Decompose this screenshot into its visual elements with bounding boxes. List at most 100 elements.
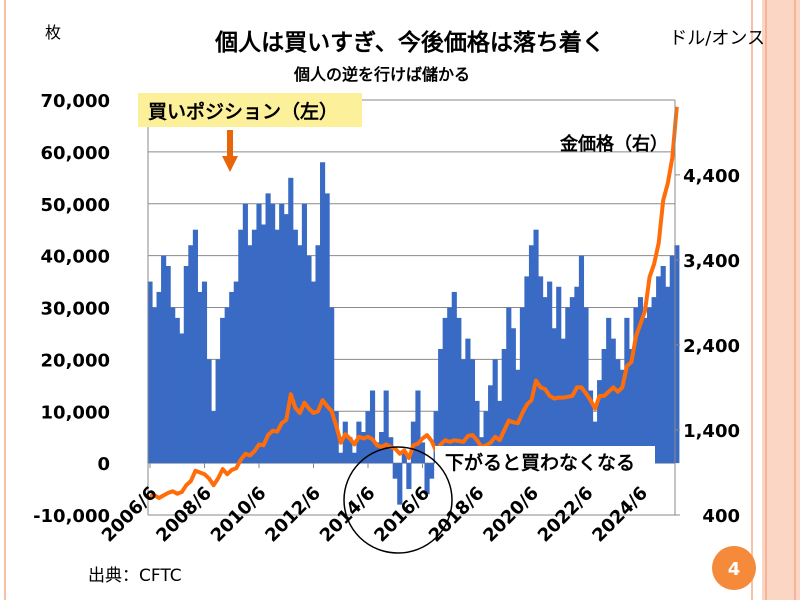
position-bar (360, 432, 367, 464)
position-bar (179, 333, 185, 464)
position-bar (401, 452, 407, 464)
position-bar (256, 203, 262, 464)
position-bar (220, 317, 226, 464)
position-bar (624, 317, 630, 464)
position-bar (438, 349, 444, 464)
position-bar (619, 369, 625, 464)
position-bar (279, 203, 285, 464)
y-left-unit: 枚 (45, 23, 61, 42)
position-bar (469, 359, 476, 464)
position-bar (301, 203, 307, 464)
position-bar (320, 162, 326, 464)
position-bar (519, 307, 525, 464)
position-bar (633, 307, 639, 464)
highlight-circle (343, 446, 453, 554)
position-bar (569, 297, 575, 464)
position-bar (647, 307, 653, 464)
position-bar (551, 328, 557, 464)
position-bar (270, 203, 276, 464)
y-left-tick-label: 70,000 (41, 91, 110, 112)
position-bar (465, 338, 471, 464)
gold-price-line (149, 106, 679, 500)
position-bar (229, 291, 235, 464)
position-bars (147, 162, 680, 505)
y-left-tick-labels: -10,000 0 10,000 20,000 30,000 40,000 50,000 60… (33, 91, 110, 527)
position-bar (251, 229, 258, 464)
position-bar (601, 349, 607, 464)
position-bar (333, 411, 339, 464)
page-number: 4 (728, 559, 741, 580)
position-bar (406, 463, 412, 490)
axes (147, 100, 680, 516)
position-bar (147, 281, 153, 464)
position-bar (637, 297, 644, 464)
position-bar (161, 255, 167, 464)
position-bar (356, 421, 362, 464)
position-bar (429, 463, 435, 479)
gold-label: 金価格（右） (559, 133, 668, 155)
y-right-tick-label: 2,400 (683, 336, 740, 357)
position-bar (610, 338, 616, 464)
y-right-tick-label: 4,400 (683, 166, 740, 187)
position-bar (206, 359, 212, 464)
position-bar (524, 276, 530, 464)
chart-subtitle: 個人の逆を行けば儲かる (293, 65, 470, 84)
position-bar (383, 390, 389, 464)
position-bar (292, 229, 298, 464)
position-bar (510, 328, 516, 464)
y-left-tick-label: -10,000 (33, 506, 110, 527)
position-bar (533, 229, 539, 464)
position-bar (547, 281, 553, 464)
y-right-unit: ドル/オンス (669, 28, 765, 49)
position-bar (488, 385, 494, 464)
position-bar (324, 193, 330, 464)
position-bar (415, 390, 421, 464)
position-label: 買いポジション（左） (148, 100, 338, 123)
position-bar (238, 229, 244, 464)
y-left-tick-label: 60,000 (41, 143, 110, 164)
position-bar (242, 203, 248, 464)
position-bar (188, 245, 194, 464)
position-bar (274, 229, 280, 464)
position-bar (201, 281, 208, 464)
position-bar (170, 307, 176, 464)
y-left-tick-label: 0 (97, 454, 110, 475)
chart-title: 個人は買いすぎ、今後価格は落ち着く (214, 29, 605, 56)
position-bar (397, 463, 403, 505)
position-bar (151, 307, 158, 464)
position-bar (433, 411, 439, 464)
position-bar (197, 291, 203, 464)
down-arrow-icon (222, 130, 238, 172)
y-left-tick-label: 20,000 (41, 350, 110, 371)
position-bar (347, 437, 353, 464)
position-bar (597, 380, 603, 464)
y-left-tick-label: 40,000 (41, 247, 110, 268)
right-border-band (762, 0, 800, 600)
position-bar (224, 307, 230, 464)
page-number-badge (712, 546, 756, 590)
position-bar (451, 291, 457, 464)
position-bar (265, 193, 271, 464)
position-bar (565, 307, 571, 464)
position-bar (501, 349, 507, 464)
position-bar (660, 266, 666, 464)
position-bar (574, 286, 580, 464)
position-bar (651, 297, 657, 464)
position-bar (447, 307, 453, 464)
position-bar (497, 400, 503, 464)
position-bar (615, 359, 621, 464)
position-bar (628, 349, 634, 464)
position-bar (374, 442, 380, 464)
callout-text: 下がると買わなくなる (445, 451, 635, 474)
position-bar (183, 266, 189, 464)
position-bar (583, 307, 589, 464)
position-bar (528, 245, 535, 464)
position-bar (338, 452, 344, 464)
position-bar (410, 421, 416, 464)
y-left-tick-label: 10,000 (41, 402, 110, 423)
position-bar (233, 281, 239, 464)
position-bar (674, 245, 680, 464)
position-bar (424, 463, 430, 495)
position-bar (351, 452, 357, 464)
y-right-tick-label: 3,400 (683, 251, 740, 272)
